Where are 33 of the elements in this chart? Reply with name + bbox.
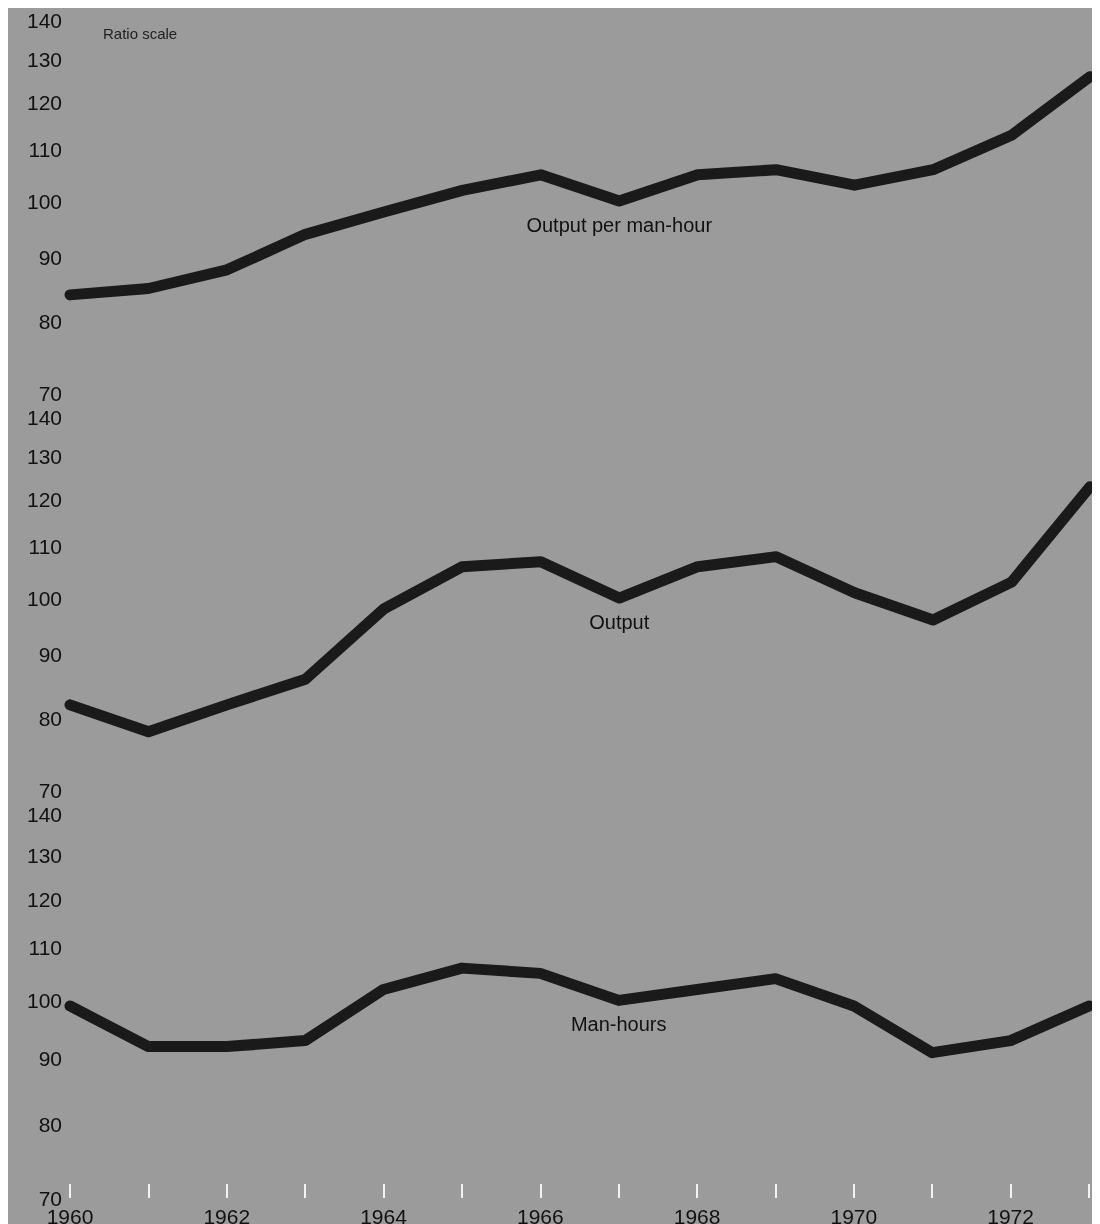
y-tick-label: 140 [26, 8, 62, 32]
y-tick-label: 90 [38, 1047, 62, 1071]
annotation: Ratio scale [103, 25, 178, 42]
y-tick-label: 130 [26, 445, 62, 469]
x-tick-label: 1962 [203, 1205, 251, 1224]
series-label: Output per man-hour [526, 214, 713, 237]
y-tick-label: 110 [28, 936, 62, 960]
x-tick-label: 1972 [987, 1205, 1034, 1224]
y-tick-label: 120 [26, 887, 62, 911]
x-tick-label: 1964 [360, 1205, 408, 1224]
y-tick-label: 80 [38, 706, 62, 730]
series-label: Man-hours [570, 1013, 667, 1036]
y-tick-label: 110 [28, 535, 62, 559]
x-tick-label: 1970 [830, 1205, 878, 1224]
x-tick-label: 1966 [516, 1205, 564, 1224]
y-tick-label: 110 [28, 138, 62, 162]
y-tick-label: 140 [26, 405, 62, 429]
y-tick-label: 80 [38, 309, 62, 333]
x-tick-label: 1968 [673, 1205, 721, 1224]
y-tick-label: 100 [26, 189, 62, 213]
y-tick-label: 100 [26, 988, 62, 1012]
y-tick-label: 90 [38, 246, 62, 270]
y-tick-label: 120 [26, 488, 62, 512]
y-tick-label: 70 [38, 778, 62, 802]
y-tick-label: 80 [38, 1112, 62, 1136]
y-tick-label: 70 [38, 381, 62, 405]
y-tick-label: 140 [26, 802, 62, 826]
y-tick-label: 130 [26, 843, 62, 867]
y-tick-label: 120 [26, 91, 62, 115]
y-tick-label: 100 [26, 586, 62, 610]
y-tick-label: 90 [38, 643, 62, 667]
y-tick-label: 130 [26, 48, 62, 72]
series-label: Output [589, 611, 650, 634]
